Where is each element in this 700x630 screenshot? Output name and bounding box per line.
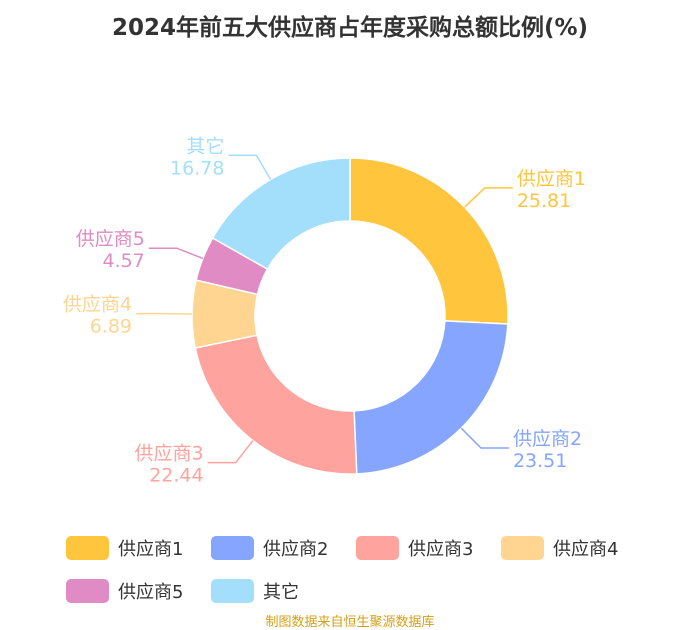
slice-name-label-2: 供应商2	[513, 428, 582, 450]
legend-label-1: 供应商1	[118, 539, 184, 560]
slice-name-label-3: 供应商3	[135, 443, 204, 465]
slice-value-label-6: 16.78	[170, 157, 224, 179]
legend-swatch-1	[66, 536, 109, 560]
legend-item-2[interactable]: 供应商2	[211, 534, 356, 562]
slice-value-label-5: 4.57	[102, 250, 144, 272]
legend-item-4[interactable]: 供应商4	[501, 534, 646, 562]
slice-3	[194, 334, 358, 475]
legend-swatch-2	[211, 536, 254, 560]
legend-label-3: 供应商3	[408, 539, 474, 560]
slice-value-label-1: 25.81	[517, 190, 571, 212]
leader-line-2	[460, 427, 509, 449]
legend-item-5[interactable]: 供应商5	[66, 577, 211, 605]
legend-item-6[interactable]: 其它	[211, 577, 356, 605]
legend-item-3[interactable]: 供应商3	[356, 534, 501, 562]
slice-name-label-6: 其它	[186, 135, 224, 157]
legend-swatch-3	[356, 536, 399, 560]
legend: 供应商1 供应商2 供应商3 供应商4 供应商5 其它	[66, 534, 666, 605]
legend-label-5: 供应商5	[118, 582, 184, 603]
slice-2	[353, 320, 509, 475]
legend-item-1[interactable]: 供应商1	[66, 534, 211, 562]
leader-line-6	[228, 154, 272, 180]
legend-swatch-4	[501, 536, 544, 560]
slice-name-label-1: 供应商1	[517, 168, 586, 190]
legend-swatch-6	[211, 579, 254, 603]
slice-6	[211, 157, 351, 271]
slice-value-label-4: 6.89	[90, 316, 132, 338]
leader-line-1	[464, 187, 513, 208]
slice-1	[349, 157, 509, 325]
legend-swatch-5	[66, 579, 109, 603]
slice-value-label-3: 22.44	[149, 465, 203, 487]
slice-value-label-2: 23.51	[513, 450, 567, 472]
chart-title: 2024年前五大供应商占年度采购总额比例(%)	[111, 15, 589, 41]
slice-name-label-4: 供应商4	[63, 294, 132, 316]
pie-slices	[191, 157, 509, 475]
legend-label-6: 其它	[263, 582, 299, 603]
legend-label-4: 供应商4	[553, 539, 619, 560]
slice-name-label-5: 供应商5	[76, 228, 145, 250]
source-note: 制图数据来自恒生聚源数据库	[265, 615, 435, 630]
leader-line-3	[207, 440, 254, 464]
leader-line-5	[148, 247, 204, 260]
legend-label-2: 供应商2	[263, 539, 329, 560]
